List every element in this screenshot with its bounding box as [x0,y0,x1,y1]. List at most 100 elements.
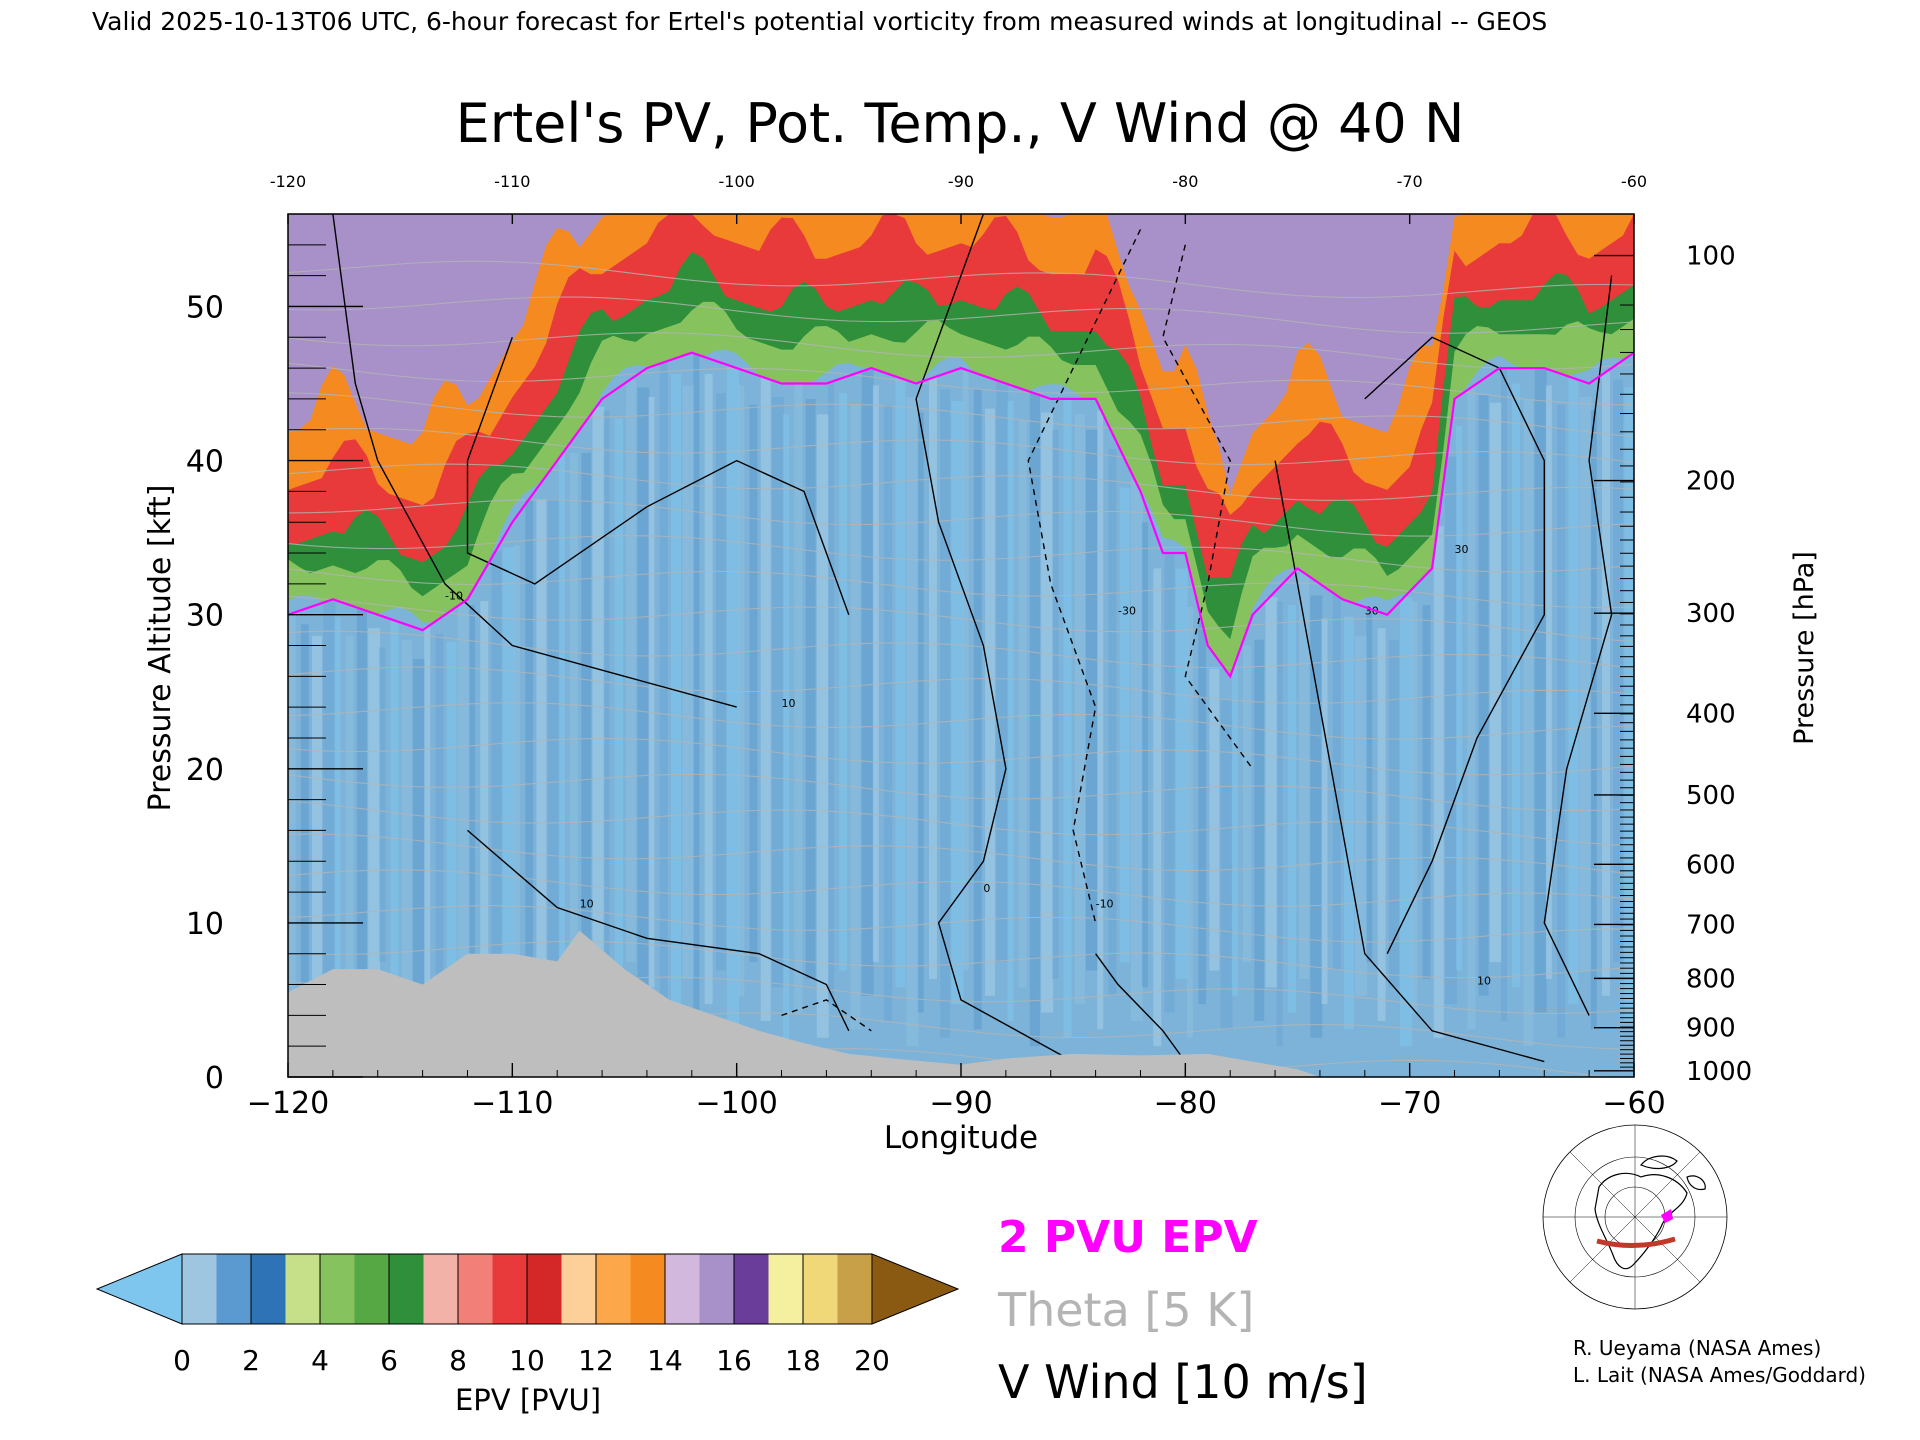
pv-streak [1355,635,1368,996]
colorbar-swatch [630,1254,666,1324]
pv-streak [1287,605,1296,1013]
pv-streak [1444,456,1457,1005]
theta-contours [288,260,1634,1077]
pv-streak [480,601,489,1030]
y-tick-label: 40 [186,445,224,480]
pv-streak [973,389,982,1030]
credit-line-2: L. Lait (NASA Ames/Goddard) [1573,1363,1866,1387]
pv-streak [547,499,560,1013]
pv-streak [356,608,367,1030]
pv-streak [424,626,431,1013]
pv-streak [648,397,655,988]
map-graticule-lines [1543,1125,1727,1309]
x-top-tick-label: -120 [270,172,306,191]
pressure-tick-label: 300 [1686,599,1736,629]
pv-streak [1433,526,1444,1038]
y-tick-label: 10 [186,907,224,942]
y-axis-left: 0 10 20 30 40 50 [186,244,363,1096]
inset-map [1537,1124,1733,1310]
pv-streak [1321,618,1328,1005]
pv-streak [1097,410,1104,1030]
pv-streak [379,647,386,963]
pv-streak [704,373,713,1005]
pv-streak [1007,400,1014,1021]
colorbar-tick-label: 4 [311,1344,329,1377]
pv-streak [592,406,605,971]
pressure-tick-label: 200 [1686,467,1736,497]
pressure-tick-label: 400 [1686,699,1736,729]
pv-streak [659,362,668,1047]
colorbar-tick-label: 14 [647,1344,683,1377]
v-wind-contour [1274,460,1545,1063]
colorbar-swatch [803,1254,839,1324]
colorbar-swatch [699,1254,735,1324]
x-top-tick-label: -110 [494,172,530,191]
theta-line [288,666,1634,704]
pv-streak [1579,397,1592,971]
colorbar-swatch [527,1254,563,1324]
pv-streak [682,385,695,979]
theta-line [288,499,1634,537]
pressure-tick-label: 1000 [1686,1057,1752,1087]
y-axis-label: Pressure Altitude [kft] [143,485,178,812]
pv-region-marker [1661,1209,1673,1223]
pv-streak [884,404,893,1021]
colorbar-swatch [251,1254,287,1324]
pv-streak [928,377,937,979]
chart-title: Ertel's PV, Pot. Temp., V Wind @ 40 N [456,92,1465,155]
pv-streak [401,639,412,988]
y-axis-right-label: Pressure [hPa] [1789,551,1820,745]
pv-streak [715,393,726,971]
colorbar-over-triangle [871,1253,960,1325]
pv-streak [1074,414,1085,1005]
pv-streak [457,603,470,1005]
pv-streak [1388,639,1399,988]
pv-streak [435,633,444,979]
colorbar-swatch [216,1254,252,1324]
pv-streak [1624,387,1634,1021]
v-wind-contour [1162,244,1254,770]
pv-streak [760,377,771,1021]
pv-streak [1478,395,1489,996]
pv-streak [749,404,758,963]
y-tick-label: 50 [186,290,224,325]
colorbar-swatch [354,1254,390,1324]
colorbar-swatch [768,1254,804,1324]
v-wind-contour-label: 10 [1477,975,1491,988]
x-tick-label: −120 [247,1086,329,1121]
theta-line [288,427,1634,466]
x-top-tick-label: -70 [1397,172,1423,191]
theta-line [288,737,1634,776]
pv-streak [1545,385,1552,979]
colorbar-tick-label: 16 [716,1344,752,1377]
v-wind-contour [332,214,737,708]
pv-streak [1108,449,1117,996]
pressure-tick-label: 100 [1686,242,1736,272]
pv-streak [861,370,874,996]
legend-2pvu: 2 PVU EPV [998,1212,1258,1263]
pv-streak [1332,595,1341,971]
terrain-fill [288,930,1320,1077]
theta-line [288,702,1634,740]
pv-streak [1489,402,1502,963]
pv-streak [1063,398,1072,1038]
pv-streak [558,452,565,979]
x-tick-label: −110 [471,1086,553,1121]
colorbar-tick-label: 12 [578,1344,614,1377]
colorbar-swatch [423,1254,459,1324]
colorbar: 0 2 4 6 8 10 12 14 16 18 20 [95,1253,960,1377]
pv-streak [1085,429,1098,971]
pv-streak [1041,412,1054,1013]
y-axis-right: 100 200 300 400 500 600 700 800 900 1000 [1594,242,1752,1087]
stratosphere-bands [288,214,1634,677]
pv-streak [1220,699,1233,1030]
credit-line-1: R. Ueyama (NASA Ames) [1573,1336,1821,1360]
theta-line [288,773,1634,812]
pressure-tick-label: 600 [1686,850,1736,880]
pv-streak [446,641,457,1038]
v-wind-contour [1543,275,1613,1016]
pv-streak [727,366,740,1030]
colorbar-swatch [182,1254,218,1324]
